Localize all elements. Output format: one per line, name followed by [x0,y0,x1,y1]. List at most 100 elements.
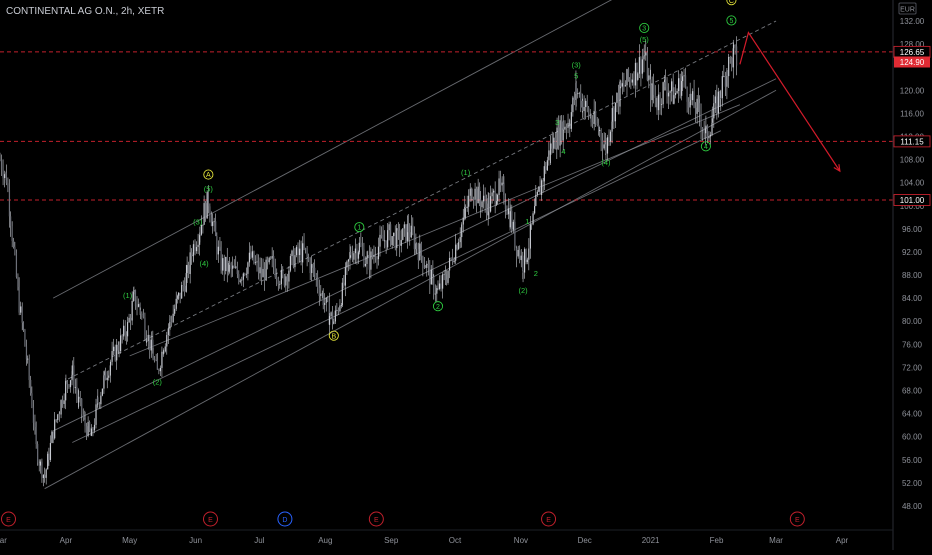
candle-body [529,224,531,249]
candle-body [721,76,723,99]
candle-body [711,118,713,123]
candle-body [598,129,601,132]
channel-line-mid-dashed [67,20,777,380]
candle-body [144,317,146,337]
candle-body [74,387,76,388]
candle-body [637,73,639,80]
candle-body [677,78,680,91]
candle-body [585,100,587,107]
wave-label: (4) [601,158,611,167]
candle-body [15,252,18,278]
candle-body [350,252,352,256]
candle-body [484,195,486,204]
candle-body [312,264,314,268]
x-tick-label: Mar [0,536,7,545]
candle-body [509,211,511,228]
candle-body [45,469,47,478]
candle-body [540,180,543,195]
candle-body [717,91,719,114]
candle-body [265,259,267,281]
candle-body [286,276,288,282]
candle-body [39,461,41,466]
candle-body [609,131,612,142]
candle-body [624,85,627,87]
channel-line-outer-upper [52,0,613,299]
candle-body [482,195,485,202]
price-axis[interactable] [893,0,932,550]
candle-body [57,414,59,420]
candle-body [689,93,691,108]
wave-label-circle [726,15,737,26]
candle-body [209,206,211,218]
candle-body [311,264,313,274]
wave-label-circle [203,169,214,180]
candle-body [358,242,360,253]
candle-body [700,114,702,129]
candle-body [337,309,340,312]
candle-body [507,208,510,215]
candle-body [617,92,620,107]
candle-body [297,246,299,256]
candle-body [216,236,218,255]
candle-body [356,248,358,259]
candle-body [390,224,392,246]
candle-body [735,46,738,66]
candle-body [225,256,227,272]
event-marker-earnings[interactable] [541,511,557,527]
candle-body [589,116,591,118]
candle-body [139,304,141,310]
event-marker-earnings[interactable] [368,511,384,527]
candle-body [27,358,29,360]
candle-body [95,404,97,425]
candle-body [512,221,514,230]
candle-body [181,285,183,299]
candle-body [562,121,565,130]
candle-body [163,351,165,354]
event-marker-label: D [282,517,287,524]
candle-body [0,159,1,161]
candle-body [223,258,225,272]
candle-body [706,125,709,139]
candle-body [728,56,730,77]
wave-label: (2) [518,286,528,295]
candle-body [32,406,35,423]
candle-body [166,334,168,347]
candle-body [202,224,204,226]
candle-body [496,201,498,205]
candle-body [538,186,540,192]
event-marker-earnings[interactable] [202,511,218,527]
candle-body [137,304,140,307]
candle-body [469,188,471,196]
candle-body [713,103,715,119]
candle-body [66,380,69,385]
candle-body [156,359,158,370]
x-tick-label: Jul [254,536,264,545]
candle-body [628,78,630,80]
event-marker-dividend[interactable] [277,511,293,527]
candle-body [309,260,311,274]
candle-body [662,82,664,105]
candle-body [10,216,12,226]
candle-body [366,256,368,264]
candle-body [479,199,482,208]
event-marker-earnings[interactable] [789,511,805,527]
candle-body [268,257,270,263]
candle-body [394,232,396,249]
candle-body [339,305,341,312]
candle-body [605,142,607,154]
y-tick-label: 128.00 [900,40,925,49]
candle-body [376,258,378,260]
candle-body [638,57,640,74]
candle-body [630,79,632,83]
candle-body [452,258,454,263]
event-marker-earnings[interactable] [1,511,17,527]
candle-body [192,244,195,255]
wave-label: (1) [123,291,133,300]
candle-body [570,112,572,129]
candle-body [548,150,550,161]
projection-path [739,31,841,172]
candle-body [126,335,128,337]
candle-body [592,122,594,124]
